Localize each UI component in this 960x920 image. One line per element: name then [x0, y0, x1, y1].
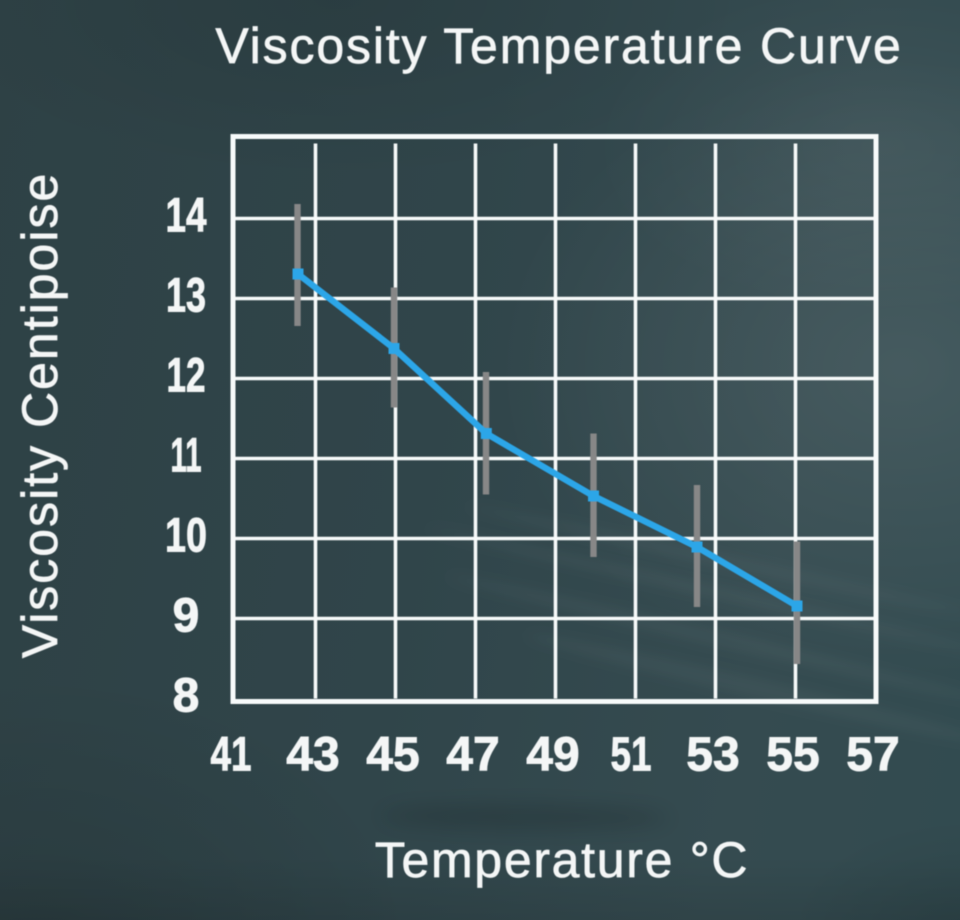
svg-text:9: 9 [173, 590, 200, 643]
svg-text:43: 43 [286, 729, 339, 782]
svg-text:45: 45 [366, 729, 419, 782]
svg-text:13: 13 [166, 270, 206, 323]
svg-text:51: 51 [611, 729, 652, 782]
svg-text:11: 11 [171, 430, 202, 483]
svg-text:49: 49 [526, 729, 579, 782]
svg-text:Viscosity Centipoise: Viscosity Centipoise [12, 172, 68, 659]
svg-text:47: 47 [446, 729, 499, 782]
svg-text:55: 55 [766, 729, 819, 782]
svg-text:Viscosity Temperature Curve: Viscosity Temperature Curve [215, 18, 902, 74]
svg-text:Temperature °C: Temperature °C [375, 832, 749, 888]
svg-text:12: 12 [167, 350, 206, 403]
svg-text:14: 14 [166, 190, 207, 243]
svg-text:10: 10 [165, 510, 207, 563]
svg-text:41: 41 [211, 729, 252, 782]
svg-text:53: 53 [686, 729, 739, 782]
svg-text:8: 8 [173, 670, 200, 723]
svg-text:57: 57 [846, 729, 899, 782]
